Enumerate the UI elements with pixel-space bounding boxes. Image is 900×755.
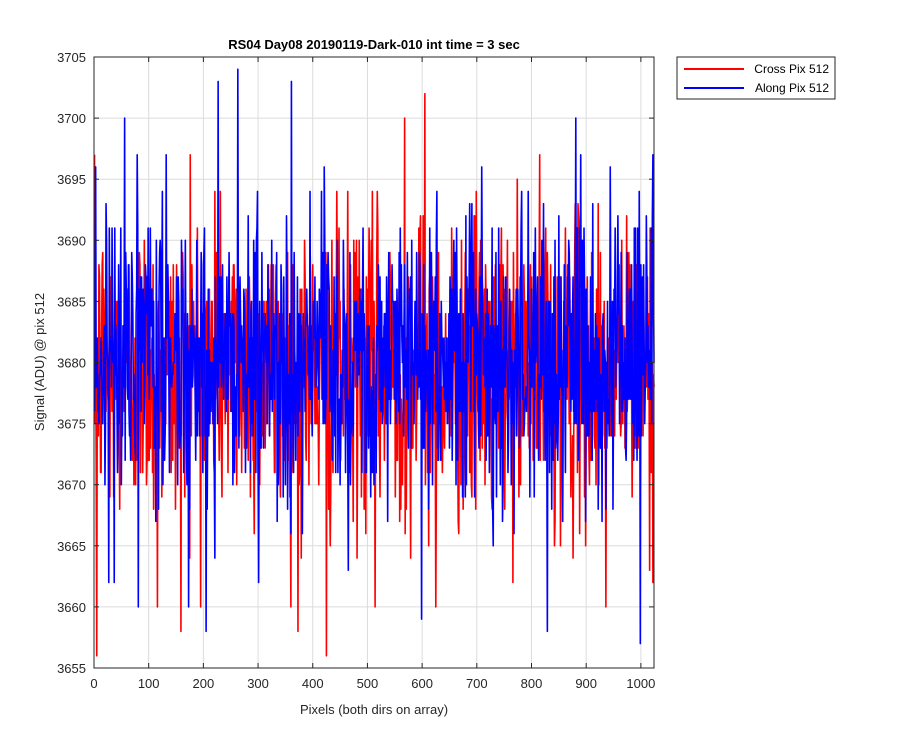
axis-ticks: 0 100 200 300 400 500 600 700 800 900 1000 3655 3660… [57,50,655,691]
chart-title: RS04 Day08 20190119-Dark-010 int time = … [228,37,520,52]
legend-label-cross: Cross Pix 512 [754,62,829,76]
y-tick-label: 3675 [57,417,86,432]
x-tick-label: 700 [466,676,488,691]
x-tick-label: 0 [90,676,97,691]
y-tick-label: 3700 [57,111,86,126]
x-tick-label: 100 [138,676,160,691]
x-tick-label: 200 [193,676,215,691]
series-line-along-pix-512 [93,68,655,645]
legend-label-along: Along Pix 512 [755,81,829,95]
x-tick-label: 300 [247,676,269,691]
x-tick-label: 800 [521,676,543,691]
x-tick-label: 400 [302,676,324,691]
x-tick-label: 1000 [626,676,655,691]
y-tick-label: 3670 [57,478,86,493]
legend-box [676,56,836,100]
y-tick-label: 3680 [57,356,86,371]
y-tick-label: 3705 [57,50,86,65]
legend: Cross Pix 512 Along Pix 512 [676,56,836,100]
y-axis-label: Signal (ADU) @ pix 512 [32,293,47,431]
x-tick-label: 900 [575,676,597,691]
y-tick-label: 3655 [57,661,86,676]
x-tick-label: 500 [357,676,379,691]
y-tick-label: 3665 [57,539,86,554]
y-tick-label: 3685 [57,294,86,309]
y-tick-label: 3695 [57,172,86,187]
y-tick-label: 3690 [57,233,86,248]
series-layer [93,68,655,657]
y-tick-label: 3660 [57,600,86,615]
x-axis-label: Pixels (both dirs on array) [300,702,448,717]
x-tick-label: 600 [411,676,433,691]
